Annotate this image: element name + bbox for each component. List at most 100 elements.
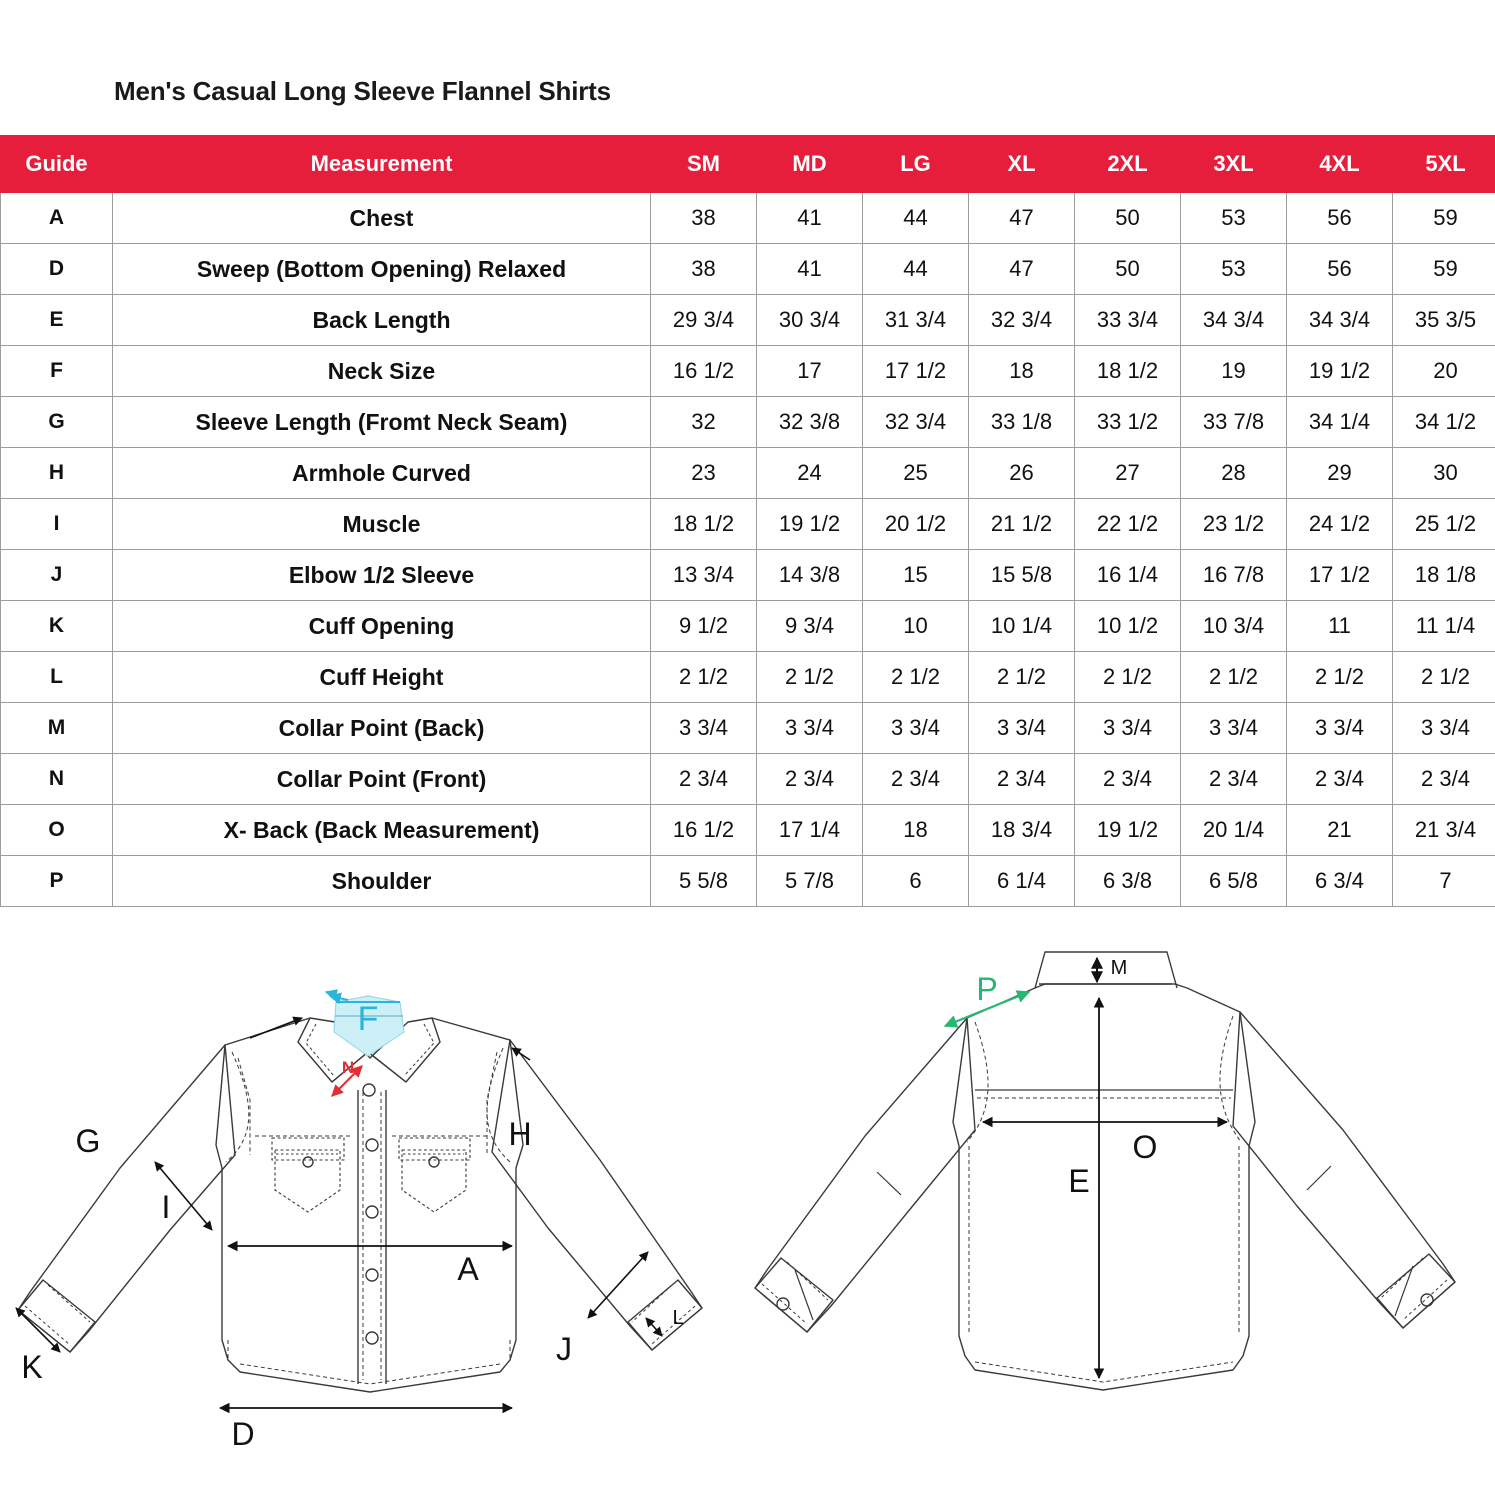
label-n: N: [342, 1058, 354, 1077]
measurement-cell: Armhole Curved: [112, 447, 651, 499]
value-cell: 16 1/2: [650, 345, 757, 397]
column-header-2xl: 2XL: [1074, 135, 1181, 193]
value-cell: 19 1/2: [1286, 345, 1393, 397]
value-cell: 9 1/2: [650, 600, 757, 652]
value-cell: 59: [1392, 243, 1495, 295]
column-header-sm: SM: [650, 135, 757, 193]
guide-cell: A: [0, 192, 113, 244]
value-cell: 3 3/4: [650, 702, 757, 754]
label-h: H: [508, 1116, 531, 1152]
label-o: O: [1133, 1129, 1158, 1165]
column-header-md: MD: [756, 135, 863, 193]
value-cell: 41: [756, 243, 863, 295]
column-header-xl: XL: [968, 135, 1075, 193]
value-cell: 3 3/4: [1392, 702, 1495, 754]
table-row: K Cuff Opening 9 1/2 9 3/4 10 10 1/4 10 1/2 10 …: [0, 600, 1495, 652]
value-cell: 10: [862, 600, 969, 652]
column-header-4xl: 4XL: [1286, 135, 1393, 193]
value-cell: 16 7/8: [1180, 549, 1287, 601]
value-cell: 25: [862, 447, 969, 499]
value-cell: 20 1/4: [1180, 804, 1287, 856]
table-row: F Neck Size 16 1/2 17 17 1/2 18 18 1/2 19 19 1/2…: [0, 345, 1495, 397]
value-cell: 17 1/4: [756, 804, 863, 856]
value-cell: 56: [1286, 192, 1393, 244]
value-cell: 32 3/4: [862, 396, 969, 448]
arrow-i: [154, 1161, 213, 1231]
table-row: A Chest 38 41 44 47 50 53 56 59: [0, 192, 1495, 244]
guide-cell: E: [0, 294, 113, 346]
table-row: L Cuff Height 2 1/2 2 1/2 2 1/2 2 1/2 2 1/2 2 1…: [0, 651, 1495, 703]
value-cell: 19 1/2: [756, 498, 863, 550]
value-cell: 15: [862, 549, 969, 601]
value-cell: 2 3/4: [1180, 753, 1287, 805]
value-cell: 32 3/8: [756, 396, 863, 448]
value-cell: 29: [1286, 447, 1393, 499]
guide-cell: I: [0, 498, 113, 550]
value-cell: 18 1/2: [1074, 345, 1181, 397]
measurement-cell: Cuff Opening: [112, 600, 651, 652]
value-cell: 20 1/2: [862, 498, 969, 550]
value-cell: 22 1/2: [1074, 498, 1181, 550]
value-cell: 2 3/4: [756, 753, 863, 805]
value-cell: 3 3/4: [1180, 702, 1287, 754]
guide-cell: N: [0, 753, 113, 805]
diagram-section: F N G I H A J K L D: [0, 940, 1495, 1495]
guide-cell: M: [0, 702, 113, 754]
measurement-cell: Neck Size: [112, 345, 651, 397]
value-cell: 6: [862, 855, 969, 907]
table-row: M Collar Point (Back) 3 3/4 3 3/4 3 3/4 3 3/4…: [0, 702, 1495, 754]
value-cell: 33 1/2: [1074, 396, 1181, 448]
label-f: F: [358, 1000, 379, 1038]
value-cell: 6 3/8: [1074, 855, 1181, 907]
value-cell: 33 3/4: [1074, 294, 1181, 346]
value-cell: 34 1/4: [1286, 396, 1393, 448]
label-j: J: [556, 1331, 572, 1367]
measurement-cell: X- Back (Back Measurement): [112, 804, 651, 856]
guide-cell: P: [0, 855, 113, 907]
value-cell: 3 3/4: [862, 702, 969, 754]
guide-cell: L: [0, 651, 113, 703]
value-cell: 2 1/2: [1180, 651, 1287, 703]
value-cell: 2 3/4: [1074, 753, 1181, 805]
arrow-k: [15, 1307, 61, 1353]
guide-cell: K: [0, 600, 113, 652]
value-cell: 32 3/4: [968, 294, 1075, 346]
value-cell: 10 3/4: [1180, 600, 1287, 652]
value-cell: 6 3/4: [1286, 855, 1393, 907]
value-cell: 2 1/2: [650, 651, 757, 703]
value-cell: 18 1/2: [650, 498, 757, 550]
value-cell: 34 1/2: [1392, 396, 1495, 448]
guide-cell: F: [0, 345, 113, 397]
value-cell: 44: [862, 243, 969, 295]
value-cell: 21 3/4: [1392, 804, 1495, 856]
value-cell: 5 7/8: [756, 855, 863, 907]
value-cell: 53: [1180, 192, 1287, 244]
value-cell: 6 1/4: [968, 855, 1075, 907]
value-cell: 2 1/2: [1392, 651, 1495, 703]
value-cell: 3 3/4: [1074, 702, 1181, 754]
value-cell: 31 3/4: [862, 294, 969, 346]
value-cell: 2 3/4: [968, 753, 1075, 805]
value-cell: 2 1/2: [756, 651, 863, 703]
arrow-n: [331, 1065, 363, 1097]
label-k: K: [21, 1349, 42, 1385]
value-cell: 25 1/2: [1392, 498, 1495, 550]
guide-cell: H: [0, 447, 113, 499]
value-cell: 5 5/8: [650, 855, 757, 907]
value-cell: 3 3/4: [968, 702, 1075, 754]
column-header-guide: Guide: [0, 135, 113, 193]
value-cell: 23 1/2: [1180, 498, 1287, 550]
column-header-5xl: 5XL: [1392, 135, 1495, 193]
value-cell: 28: [1180, 447, 1287, 499]
value-cell: 23: [650, 447, 757, 499]
value-cell: 10 1/2: [1074, 600, 1181, 652]
value-cell: 19 1/2: [1074, 804, 1181, 856]
value-cell: 2 1/2: [968, 651, 1075, 703]
value-cell: 2 1/2: [1286, 651, 1393, 703]
value-cell: 17 1/2: [1286, 549, 1393, 601]
column-header-measurement: Measurement: [112, 135, 651, 193]
value-cell: 18 3/4: [968, 804, 1075, 856]
label-i: I: [162, 1189, 171, 1225]
value-cell: 41: [756, 192, 863, 244]
